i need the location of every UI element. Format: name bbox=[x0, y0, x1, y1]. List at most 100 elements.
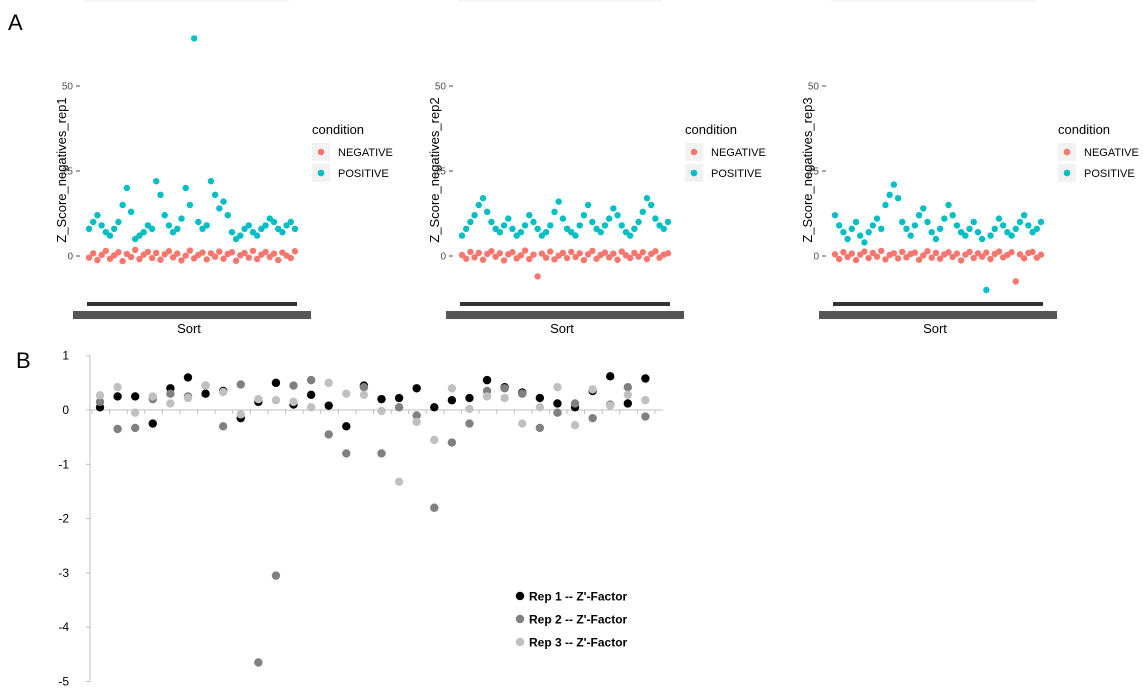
rep2-point bbox=[324, 430, 333, 439]
positive-point bbox=[488, 218, 495, 226]
positive-point bbox=[157, 191, 164, 198]
positive-point bbox=[836, 222, 843, 229]
negative-point bbox=[568, 248, 575, 256]
negative-point bbox=[169, 254, 177, 261]
negative-point bbox=[643, 255, 651, 263]
negative-point bbox=[526, 255, 533, 263]
rep3-point bbox=[623, 390, 633, 399]
negative-point bbox=[576, 250, 583, 257]
negative-point bbox=[291, 248, 299, 255]
rep3-point bbox=[394, 477, 404, 486]
positive-point bbox=[869, 222, 877, 229]
positive-point bbox=[844, 235, 851, 243]
rep2-point bbox=[641, 412, 650, 421]
y-tick-label: 0 bbox=[813, 252, 819, 263]
x-tick-label-band bbox=[819, 311, 1057, 319]
positive-point bbox=[932, 235, 940, 243]
rep3-point bbox=[342, 389, 351, 398]
positive-point bbox=[614, 212, 621, 219]
positive-point bbox=[521, 222, 529, 229]
legend-title: condition bbox=[685, 122, 737, 137]
rep3-point bbox=[535, 403, 545, 412]
legend-key-dot bbox=[515, 614, 525, 624]
x-axis-bar bbox=[833, 302, 1043, 306]
positive-point bbox=[127, 208, 135, 215]
negative-point bbox=[589, 247, 596, 255]
positive-point bbox=[618, 222, 625, 229]
y-tick-label: -2 bbox=[58, 512, 69, 526]
y-tick-label: 25 bbox=[62, 167, 74, 178]
rep1-point bbox=[271, 378, 281, 388]
rep2-point bbox=[377, 449, 386, 458]
rep2-point bbox=[359, 382, 369, 392]
positive-point bbox=[974, 229, 982, 236]
positive-point bbox=[119, 201, 126, 209]
negative-point bbox=[102, 247, 110, 255]
positive-point bbox=[148, 225, 156, 232]
rep1-point bbox=[535, 393, 545, 403]
negative-point bbox=[928, 254, 935, 261]
negative-point bbox=[953, 250, 961, 257]
negative-point bbox=[253, 255, 261, 263]
negative-point bbox=[547, 248, 554, 255]
positive-point bbox=[949, 212, 956, 219]
negative-point bbox=[220, 255, 227, 262]
positive-point bbox=[1008, 232, 1015, 239]
negative-point bbox=[245, 254, 252, 261]
negative-point bbox=[165, 248, 173, 255]
negative-point bbox=[639, 249, 646, 256]
rep2-point bbox=[430, 503, 439, 512]
negative-point bbox=[995, 248, 1003, 255]
negative-point bbox=[852, 256, 860, 264]
positive-point bbox=[953, 222, 961, 229]
legend-entry-label: POSITIVE bbox=[1084, 168, 1135, 180]
positive-point bbox=[639, 208, 646, 215]
panel-label-b: B bbox=[16, 348, 31, 373]
rep3-point bbox=[324, 378, 333, 388]
positive-point bbox=[962, 232, 969, 239]
rep2-point bbox=[412, 411, 421, 420]
positive-point bbox=[999, 222, 1007, 229]
rep2-point bbox=[130, 423, 140, 433]
negative-point bbox=[1020, 255, 1028, 262]
panel-label-a: A bbox=[8, 10, 23, 35]
rep3-point bbox=[254, 394, 263, 404]
x-axis-bar bbox=[460, 302, 670, 306]
rep2-point bbox=[254, 658, 263, 667]
positive-point bbox=[978, 235, 986, 243]
positive-point bbox=[551, 208, 558, 215]
positive-point bbox=[253, 232, 261, 239]
negative-point bbox=[538, 250, 546, 257]
negative-point bbox=[848, 250, 856, 257]
negative-point bbox=[936, 255, 944, 262]
negative-point bbox=[249, 247, 257, 255]
rep3-point bbox=[218, 387, 228, 397]
negative-point bbox=[542, 254, 550, 261]
rep1-point bbox=[641, 374, 650, 383]
negative-point bbox=[1008, 249, 1015, 256]
positive-point bbox=[190, 35, 198, 42]
negative-point bbox=[182, 252, 189, 259]
positive-point bbox=[90, 218, 97, 226]
negative-point bbox=[878, 247, 885, 255]
rep3-point bbox=[447, 384, 457, 393]
negative-point bbox=[94, 256, 101, 264]
negative-point bbox=[1012, 278, 1019, 285]
rep1-point bbox=[412, 384, 421, 393]
negative-point bbox=[287, 254, 294, 262]
positive-point bbox=[182, 184, 189, 192]
negative-point bbox=[873, 253, 881, 260]
rep3-point bbox=[306, 403, 316, 412]
positive-point bbox=[848, 225, 856, 232]
positive-point bbox=[463, 225, 470, 232]
rep1-point bbox=[148, 419, 157, 428]
positive-point bbox=[610, 205, 617, 212]
negative-point bbox=[635, 253, 642, 260]
positive-point bbox=[1025, 222, 1032, 229]
positive-point bbox=[1037, 218, 1045, 226]
legend-key-dot bbox=[1063, 148, 1071, 156]
positive-point bbox=[216, 205, 223, 212]
positive-point bbox=[831, 212, 839, 219]
rep1-point bbox=[447, 396, 457, 405]
negative-point bbox=[894, 255, 902, 262]
